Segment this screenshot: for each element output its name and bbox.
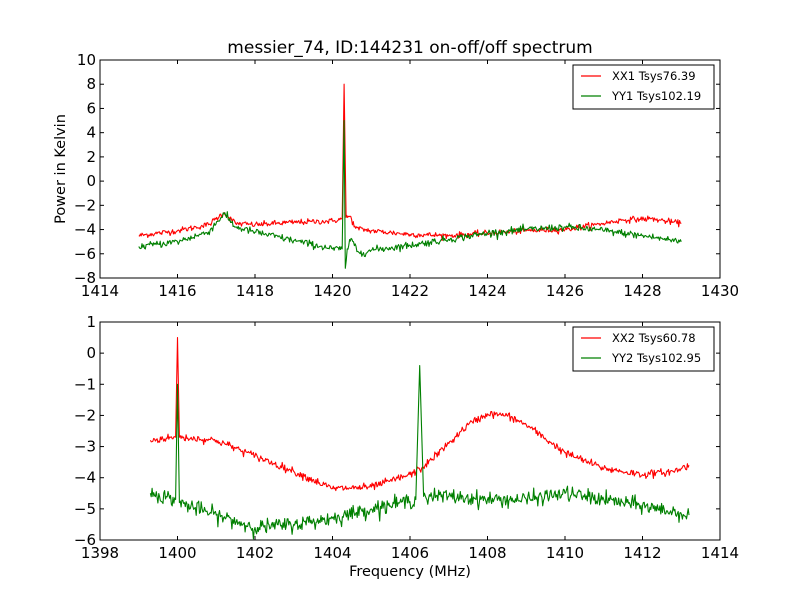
series-lines-top: [138, 83, 682, 269]
ticks-bottom: 1398 1400 1402 1404 1406 1408 1410 1412 1414 −6 −5…: [74, 313, 739, 562]
y-tick-label: 6: [86, 99, 96, 117]
y-tick-label: −5: [74, 500, 96, 518]
legend-label-yy2: YY2 Tsys102.95: [611, 351, 701, 365]
x-tick-label: 1428: [623, 282, 661, 300]
x-tick-label: 1414: [701, 544, 739, 562]
y-tick-label: −8: [74, 269, 96, 287]
x-axis-label-bottom: Frequency (MHz): [349, 564, 471, 580]
y-tick-label: −6: [74, 531, 96, 549]
y-tick-label: −1: [74, 375, 96, 393]
series-line-xx1: [138, 83, 682, 242]
y-tick-label: 4: [86, 124, 96, 142]
legend-box-top: [572, 64, 715, 110]
subplot-top: 1414 1416 1418 1420 1422 1424 1426 1428 1430 −8 −6…: [53, 51, 739, 300]
y-tick-label: 8: [86, 75, 96, 93]
y-tick-label: −4: [74, 469, 96, 487]
x-tick-label: 1400: [158, 544, 196, 562]
legend-bottom: XX2 Tsys60.78 YY2 Tsys102.95: [572, 326, 715, 372]
x-tick-label: 1424: [468, 282, 506, 300]
y-tick-label: 0: [86, 344, 96, 362]
x-tick-label: 1430: [701, 282, 739, 300]
x-tick-label: 1420: [313, 282, 351, 300]
y-tick-label: 0: [86, 172, 96, 190]
legend-top: XX1 Tsys76.39 YY1 Tsys102.19: [572, 64, 715, 110]
y-tick-label: −4: [74, 221, 96, 239]
y-tick-label: 2: [86, 148, 96, 166]
x-tick-label: 1426: [546, 282, 584, 300]
x-tick-label: 1406: [391, 544, 429, 562]
x-tick-label: 1404: [313, 544, 351, 562]
x-tick-label: 1398: [81, 544, 119, 562]
x-tick-label: 1410: [546, 544, 584, 562]
legend-label-yy1: YY1 Tsys102.19: [611, 89, 701, 103]
y-tick-label: 10: [77, 51, 96, 69]
subplot-bottom: 1398 1400 1402 1404 1406 1408 1410 1412 1414 −6 −5…: [74, 313, 739, 580]
legend-box-bottom: [572, 326, 715, 372]
chart-title: messier_74, ID:144231 on-off/off spectru…: [227, 38, 592, 58]
x-tick-label: 1408: [468, 544, 506, 562]
y-tick-label: −2: [74, 406, 96, 424]
series-line-yy2: [149, 365, 690, 540]
x-tick-label: 1402: [236, 544, 274, 562]
x-tick-label: 1416: [158, 282, 196, 300]
plot-frame-bottom: [99, 321, 721, 541]
plot-frame-top: [99, 59, 721, 279]
x-tick-label: 1422: [391, 282, 429, 300]
series-lines-bottom: [149, 337, 690, 540]
legend-label-xx1: XX1 Tsys76.39: [612, 69, 696, 83]
ticks-top: 1414 1416 1418 1420 1422 1424 1426 1428 1430 −8 −6…: [74, 51, 739, 300]
y-tick-label: −6: [74, 245, 96, 263]
legend-label-xx2: XX2 Tsys60.78: [612, 331, 696, 345]
x-tick-label: 1412: [623, 544, 661, 562]
x-tick-label: 1414: [81, 282, 119, 300]
y-tick-label: 1: [86, 313, 96, 331]
y-axis-label-top: Power in Kelvin: [53, 114, 69, 224]
y-tick-label: −3: [74, 438, 96, 456]
series-line-xx2: [149, 337, 690, 492]
y-tick-label: −2: [74, 196, 96, 214]
series-line-yy1: [138, 120, 682, 269]
x-tick-label: 1418: [236, 282, 274, 300]
